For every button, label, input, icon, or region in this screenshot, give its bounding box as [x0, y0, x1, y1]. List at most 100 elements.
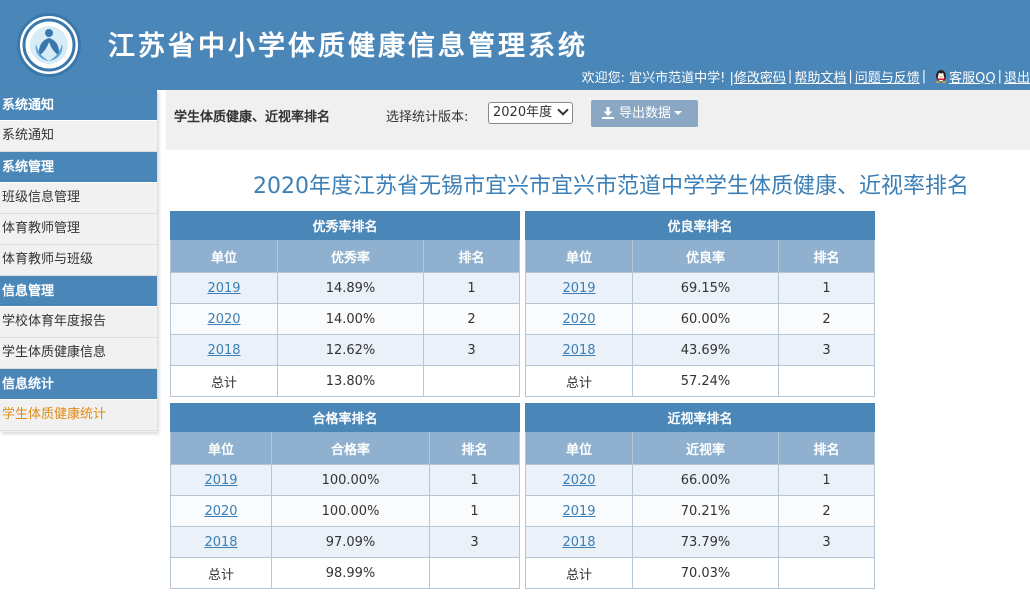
- table-row: 2019 70.21% 2: [525, 495, 875, 527]
- total-label: 总计: [525, 365, 633, 397]
- total-rank: [778, 557, 875, 589]
- column-header: 排名: [423, 239, 520, 273]
- unit-link[interactable]: 2020: [562, 472, 596, 488]
- total-rate: 98.99%: [271, 557, 430, 589]
- column-header: 单位: [170, 239, 278, 273]
- excellent-rate-table: 优秀率排名 单位 优秀率 排名 2019 14.89% 1 2020 14.00…: [170, 211, 520, 397]
- unit-cell[interactable]: 2019: [525, 272, 633, 304]
- rate-cell: 100.00%: [271, 495, 430, 527]
- total-label: 总计: [170, 557, 272, 589]
- rate-cell: 14.89%: [277, 272, 424, 304]
- sidebar-item-system-notice[interactable]: 系统通知: [0, 121, 157, 152]
- myopia-rate-table: 近视率排名 单位 近视率 排名 2020 66.00% 1 2019 70.21…: [525, 403, 875, 589]
- table-row: 2020 14.00% 2: [170, 303, 520, 335]
- rank-cell: 3: [423, 334, 520, 366]
- sidebar-group-notice[interactable]: 系统通知: [0, 90, 157, 121]
- total-row: 总计 13.80%: [170, 365, 520, 397]
- total-rank: [429, 557, 520, 589]
- download-icon: [602, 107, 614, 119]
- table-row: 2020 60.00% 2: [525, 303, 875, 335]
- unit-link[interactable]: 2018: [562, 342, 596, 358]
- unit-link[interactable]: 2020: [207, 311, 241, 327]
- chevron-down-icon: [557, 104, 569, 116]
- sidebar-item-health-statistics[interactable]: 学生体质健康统计: [0, 400, 157, 431]
- table-row: 2018 43.69% 3: [525, 334, 875, 366]
- unit-cell[interactable]: 2018: [170, 334, 278, 366]
- unit-cell[interactable]: 2020: [525, 303, 633, 335]
- rank-cell: 1: [778, 464, 875, 496]
- rate-cell: 43.69%: [632, 334, 779, 366]
- version-select[interactable]: 2020年度: [488, 102, 573, 124]
- unit-link[interactable]: 2020: [562, 311, 596, 327]
- qq-penguin-icon: [936, 70, 947, 83]
- total-row: 总计 98.99%: [170, 557, 520, 589]
- separator: |: [997, 68, 1002, 84]
- unit-cell[interactable]: 2019: [170, 464, 272, 496]
- unit-cell[interactable]: 2020: [170, 495, 272, 527]
- total-rank: [423, 365, 520, 397]
- rank-cell: 3: [778, 526, 875, 558]
- unit-link[interactable]: 2019: [204, 472, 238, 488]
- total-rate: 70.03%: [632, 557, 779, 589]
- table-row: 2019 69.15% 1: [525, 272, 875, 304]
- rank-cell: 1: [429, 495, 520, 527]
- unit-cell[interactable]: 2019: [170, 272, 278, 304]
- rate-cell: 73.79%: [632, 526, 779, 558]
- unit-cell[interactable]: 2019: [525, 495, 633, 527]
- sidebar-group-system[interactable]: 系统管理: [0, 152, 157, 183]
- support-qq-link[interactable]: 客服QQ: [949, 70, 996, 86]
- sidebar-group-statistics[interactable]: 信息统计: [0, 369, 157, 400]
- rate-cell: 97.09%: [271, 526, 430, 558]
- help-docs-link[interactable]: 帮助文档: [794, 70, 847, 86]
- column-header: 排名: [778, 431, 875, 465]
- column-header: 单位: [170, 431, 272, 465]
- total-row: 总计 70.03%: [525, 557, 875, 589]
- unit-link[interactable]: 2018: [207, 342, 241, 358]
- rank-cell: 2: [778, 303, 875, 335]
- table-row: 2019 14.89% 1: [170, 272, 520, 304]
- unit-link[interactable]: 2019: [207, 280, 241, 296]
- table-caption: 优良率排名: [525, 211, 875, 240]
- table-row: 2020 66.00% 1: [525, 464, 875, 496]
- sidebar-nav: 系统通知 系统通知 系统管理 班级信息管理 体育教师管理 体育教师与班级 信息管…: [0, 90, 157, 432]
- unit-cell[interactable]: 2018: [525, 526, 633, 558]
- app-title: 江苏省中小学体质健康信息管理系统: [108, 31, 588, 62]
- separator: |: [787, 68, 793, 84]
- table-row: 2018 97.09% 3: [170, 526, 520, 558]
- unit-cell[interactable]: 2020: [170, 303, 278, 335]
- rank-cell: 1: [423, 272, 520, 304]
- unit-link[interactable]: 2018: [562, 534, 596, 550]
- user-bar: 欢迎您: 宜兴市范道中学! | 修改密码 | 帮助文档 | 问题与反馈 | 客服…: [582, 66, 1030, 86]
- rate-cell: 14.00%: [277, 303, 424, 335]
- logout-link[interactable]: 退出: [1003, 70, 1030, 86]
- version-select-value: 2020年度: [493, 105, 553, 120]
- total-rate: 57.24%: [632, 365, 779, 397]
- sidebar-item-pe-teacher-management[interactable]: 体育教师管理: [0, 214, 157, 245]
- sidebar-group-info[interactable]: 信息管理: [0, 276, 157, 307]
- table-caption: 合格率排名: [170, 403, 520, 432]
- good-rate-table: 优良率排名 单位 优良率 排名 2019 69.15% 1 2020 60.00…: [525, 211, 875, 397]
- rank-cell: 1: [778, 272, 875, 304]
- unit-cell[interactable]: 2018: [170, 526, 272, 558]
- unit-cell[interactable]: 2018: [525, 334, 633, 366]
- rate-cell: 60.00%: [632, 303, 779, 335]
- total-row: 总计 57.24%: [525, 365, 875, 397]
- unit-link[interactable]: 2019: [562, 503, 596, 519]
- sidebar-item-pe-teacher-class[interactable]: 体育教师与班级: [0, 245, 157, 276]
- export-data-button[interactable]: 导出数据: [591, 100, 698, 127]
- unit-link[interactable]: 2018: [204, 534, 238, 550]
- unit-link[interactable]: 2019: [562, 280, 596, 296]
- table-row: 2018 12.62% 3: [170, 334, 520, 366]
- sidebar-item-annual-report[interactable]: 学校体育年度报告: [0, 307, 157, 338]
- table-caption: 优秀率排名: [170, 211, 520, 240]
- change-password-link[interactable]: 修改密码: [733, 70, 786, 86]
- unit-link[interactable]: 2020: [204, 503, 238, 519]
- sidebar-item-student-health-info[interactable]: 学生体质健康信息: [0, 338, 157, 369]
- column-header: 排名: [429, 431, 520, 465]
- sidebar-item-class-management[interactable]: 班级信息管理: [0, 183, 157, 214]
- column-header: 优良率: [632, 239, 779, 273]
- version-label: 选择统计版本:: [386, 110, 469, 125]
- unit-cell[interactable]: 2020: [525, 464, 633, 496]
- export-data-label: 导出数据: [619, 106, 672, 121]
- feedback-link[interactable]: 问题与反馈: [854, 70, 920, 86]
